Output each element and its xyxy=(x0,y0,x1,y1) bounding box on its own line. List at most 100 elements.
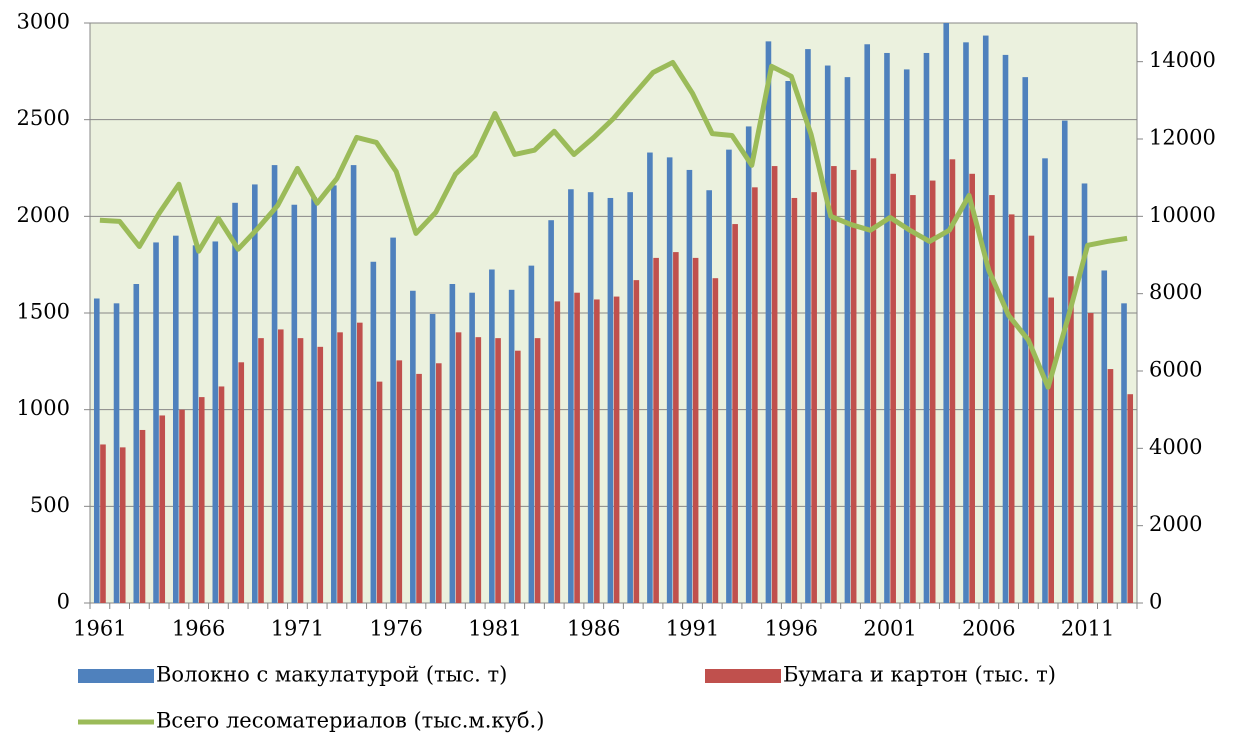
bar xyxy=(607,197,614,603)
x-tick-label: 1986 xyxy=(567,617,620,641)
x-tick-label: 2011 xyxy=(1061,617,1114,641)
y2-tick-label: 8000 xyxy=(1149,280,1202,304)
bar xyxy=(647,152,653,604)
bar xyxy=(534,338,541,603)
bar xyxy=(297,338,304,603)
y2-tick-label: 0 xyxy=(1149,590,1162,614)
bar xyxy=(291,204,298,603)
bar xyxy=(376,381,383,603)
bar xyxy=(712,278,719,603)
x-tick-label: 1996 xyxy=(765,617,818,641)
bar xyxy=(528,265,535,603)
bar xyxy=(475,337,482,603)
bar xyxy=(119,447,126,603)
bar xyxy=(172,235,179,603)
bar xyxy=(989,195,995,604)
bar xyxy=(218,386,225,603)
bar xyxy=(489,269,495,603)
bar xyxy=(153,242,159,603)
x-tick-label: 2001 xyxy=(863,617,916,641)
bar xyxy=(508,289,515,603)
bar xyxy=(982,35,989,604)
bar xyxy=(554,301,561,603)
bar xyxy=(963,42,969,604)
y-tick-label: 1500 xyxy=(17,300,70,324)
bar xyxy=(100,444,106,603)
y-tick-label: 2000 xyxy=(17,203,70,227)
y-tick-label: 0 xyxy=(57,590,70,614)
bar xyxy=(252,184,258,603)
bar xyxy=(159,415,166,603)
bar xyxy=(686,169,693,603)
bar xyxy=(587,192,594,603)
y2-tick-label: 10000 xyxy=(1149,203,1216,227)
legend-label: Бумага и картон (тыс. т) xyxy=(783,663,1056,687)
bar xyxy=(390,237,396,603)
bar xyxy=(331,185,337,603)
bar xyxy=(771,166,778,604)
bar xyxy=(574,292,580,603)
bar xyxy=(396,360,403,603)
bar xyxy=(633,280,640,603)
legend-swatch xyxy=(705,669,781,683)
bar xyxy=(449,284,456,603)
y-tick-label: 500 xyxy=(30,493,70,517)
bar xyxy=(515,350,521,603)
bar xyxy=(317,346,324,603)
bar xyxy=(903,69,910,603)
bar xyxy=(627,192,633,603)
bar xyxy=(416,373,422,603)
bar xyxy=(1068,276,1074,603)
bar xyxy=(844,77,851,604)
y2-tick-label: 4000 xyxy=(1149,435,1202,459)
bar xyxy=(410,290,416,603)
bar xyxy=(929,180,936,604)
bar xyxy=(791,197,798,603)
bar xyxy=(692,257,699,603)
bar xyxy=(969,173,975,604)
bar xyxy=(337,332,343,603)
bar xyxy=(495,338,501,603)
bar xyxy=(113,303,120,603)
bar xyxy=(139,429,146,603)
line xyxy=(99,59,1128,390)
bar xyxy=(811,192,817,603)
bar xyxy=(1048,297,1055,603)
x-tick-label: 1971 xyxy=(271,617,324,641)
bar xyxy=(666,157,673,603)
bar xyxy=(805,49,811,604)
bar xyxy=(1028,235,1035,603)
bar xyxy=(232,202,238,604)
legend-label: Волокно с макулатурой (тыс. т) xyxy=(156,663,507,687)
bar xyxy=(277,329,284,603)
bar xyxy=(923,52,930,603)
bar xyxy=(910,195,916,604)
bar xyxy=(943,23,950,603)
bar xyxy=(1127,394,1134,603)
x-tick-label: 1966 xyxy=(172,617,225,641)
bar xyxy=(311,197,317,603)
y-tick-label: 1000 xyxy=(17,396,70,420)
bar xyxy=(850,169,857,603)
legend-label: Всего лесоматериалов (тыс.м.куб.) xyxy=(156,709,544,733)
bar xyxy=(198,397,205,603)
y2-tick-label: 12000 xyxy=(1149,126,1216,150)
x-tick-label: 1961 xyxy=(73,617,126,641)
bar xyxy=(785,81,791,603)
bar xyxy=(1101,270,1108,603)
legend-swatch xyxy=(78,669,154,683)
bar xyxy=(613,296,620,603)
bar xyxy=(133,284,140,603)
bar xyxy=(93,298,100,603)
bar xyxy=(752,187,758,604)
bar xyxy=(949,159,956,604)
y-tick-label: 3000 xyxy=(17,10,70,34)
bar xyxy=(1087,313,1094,603)
bar xyxy=(890,173,896,604)
bar xyxy=(870,158,877,604)
y2-tick-label: 14000 xyxy=(1149,48,1216,72)
bar xyxy=(1081,183,1088,603)
bar xyxy=(192,245,199,604)
bar xyxy=(706,190,712,603)
bar xyxy=(469,292,475,603)
